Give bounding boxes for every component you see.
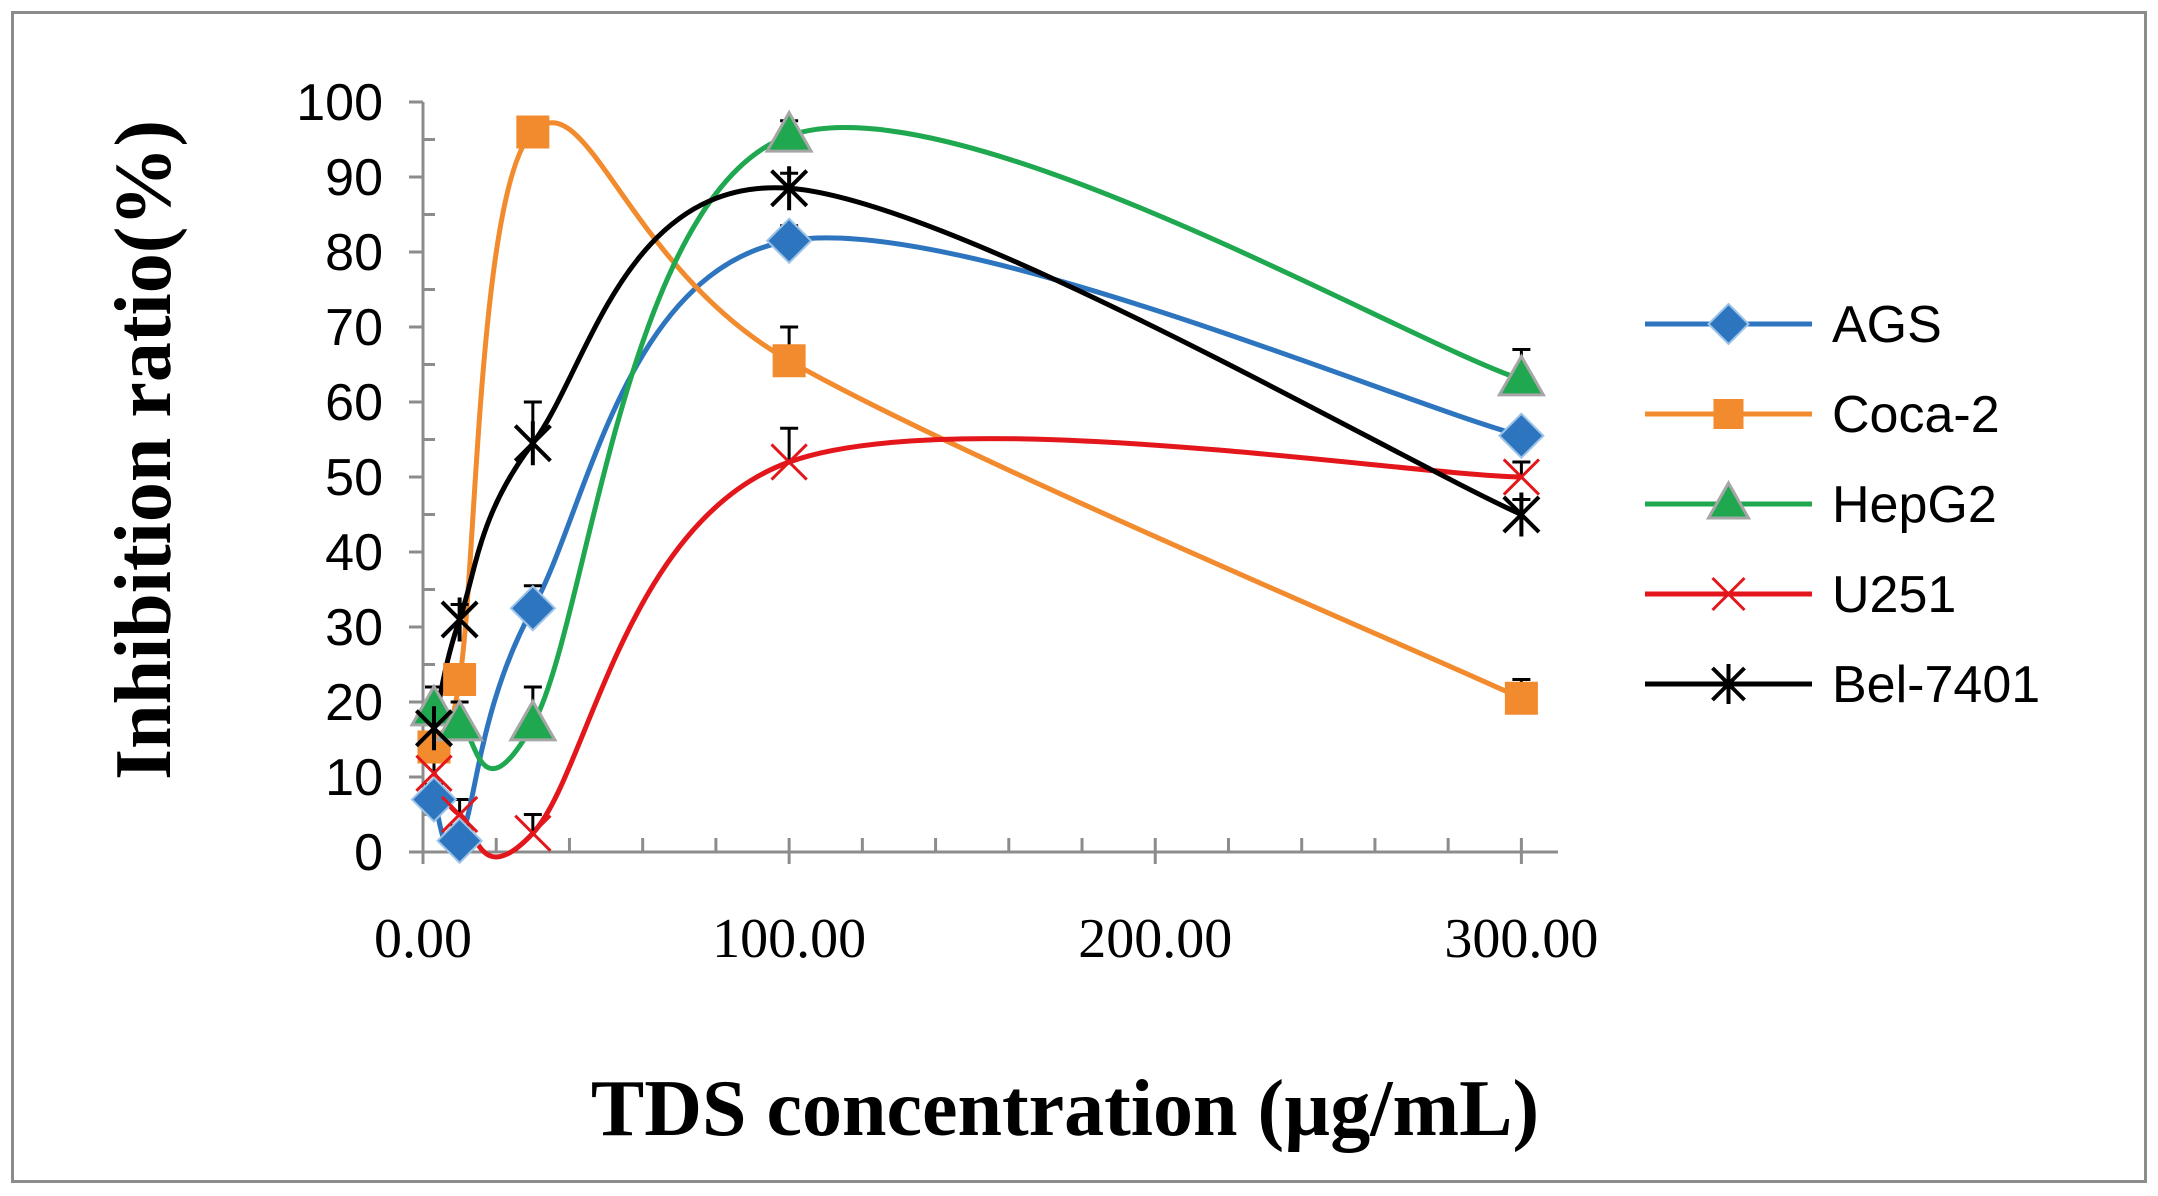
x-axis-title: TDS concentration (µg/mL) — [591, 1065, 1539, 1153]
legend-swatch-marker — [1711, 664, 1746, 704]
legend-swatch-marker — [1705, 479, 1752, 520]
data-point-ags — [436, 817, 484, 865]
data-point-bel-7401 — [1502, 492, 1541, 537]
legend-label: Coca-2 — [1832, 386, 2000, 444]
data-point-u251 — [514, 814, 552, 852]
y-tick-label: 50 — [325, 449, 383, 507]
x-tick-label: 0.00 — [374, 908, 472, 970]
legend-swatch-marker — [1711, 576, 1746, 612]
data-point-u251 — [415, 754, 453, 792]
y-tick-label: 20 — [325, 674, 383, 732]
series-markers — [409, 109, 1546, 865]
data-point-u251 — [770, 443, 808, 481]
data-point-coca-2 — [1504, 681, 1538, 715]
data-point-ags — [410, 776, 458, 823]
legend-item-ags: AGS — [1645, 296, 1942, 354]
legend-label: AGS — [1832, 296, 1942, 354]
legend-swatch-marker — [1713, 399, 1744, 429]
data-point-ags — [765, 217, 813, 265]
data-point-hepg2 — [435, 698, 485, 742]
axes: 0 10 20 30 40 50 60 70 80 90 100 0.00 100.00 200.00 30… — [296, 74, 1598, 970]
y-tick-label: 100 — [296, 74, 383, 132]
data-point-hepg2 — [508, 698, 558, 742]
data-point-bel-7401 — [513, 421, 552, 466]
marker-stroke — [1711, 576, 1746, 612]
data-point-hepg2 — [1496, 353, 1546, 397]
legend-label: Bel-7401 — [1832, 656, 2040, 714]
data-point-u251 — [1502, 458, 1541, 496]
data-point-coca-2 — [516, 115, 550, 149]
series-line-coca-2 — [431, 120, 1523, 751]
error-bar — [1512, 460, 1531, 477]
data-point-bel-7401 — [440, 597, 479, 642]
data-point-ags — [509, 584, 557, 632]
y-axis-title: Inhibition ratio(%) — [100, 120, 188, 780]
legend-label: U251 — [1832, 566, 1956, 624]
series-lines — [431, 120, 1523, 860]
series-line-ags — [431, 235, 1523, 852]
y-tick-label: 30 — [325, 599, 383, 657]
legend-item-u251: U251 — [1645, 566, 1956, 624]
chart-frame — [11, 11, 2147, 1183]
data-point-ags — [1497, 412, 1545, 460]
legend-item-hepg2: HepG2 — [1645, 476, 1997, 534]
y-tick-label: 40 — [325, 524, 383, 582]
x-tick-label: 300.00 — [1444, 908, 1598, 970]
y-tick-label: 60 — [325, 374, 383, 432]
data-point-u251 — [440, 795, 479, 834]
legend: AGS Coca-2 HepG2 U251 Bel-7401 — [1645, 296, 2040, 714]
legend-swatch-marker — [1707, 302, 1750, 346]
y-tick-label: 0 — [354, 824, 383, 882]
x-tick-label: 100.00 — [712, 908, 866, 970]
data-point-hepg2 — [764, 109, 814, 153]
data-point-bel-7401 — [770, 166, 809, 211]
y-tick-label: 70 — [325, 299, 383, 357]
marker-stroke — [1502, 458, 1541, 496]
y-tick-label: 90 — [325, 149, 383, 207]
data-point-bel-7401 — [414, 706, 453, 751]
marker-stroke — [514, 814, 552, 852]
error-bar — [780, 426, 799, 462]
legend-item-bel-7401: Bel-7401 — [1645, 656, 2040, 714]
error-bar — [523, 813, 542, 834]
marker-stroke — [770, 443, 808, 481]
data-point-coca-2 — [443, 663, 477, 696]
y-tick-label: 10 — [325, 749, 383, 807]
marker-stroke — [415, 754, 453, 792]
legend-label: HepG2 — [1832, 476, 1997, 534]
data-point-coca-2 — [772, 344, 806, 378]
x-tick-label: 200.00 — [1078, 908, 1232, 970]
marker-stroke — [440, 795, 479, 834]
legend-item-coca-2: Coca-2 — [1645, 386, 2000, 444]
y-tick-label: 80 — [325, 224, 383, 282]
